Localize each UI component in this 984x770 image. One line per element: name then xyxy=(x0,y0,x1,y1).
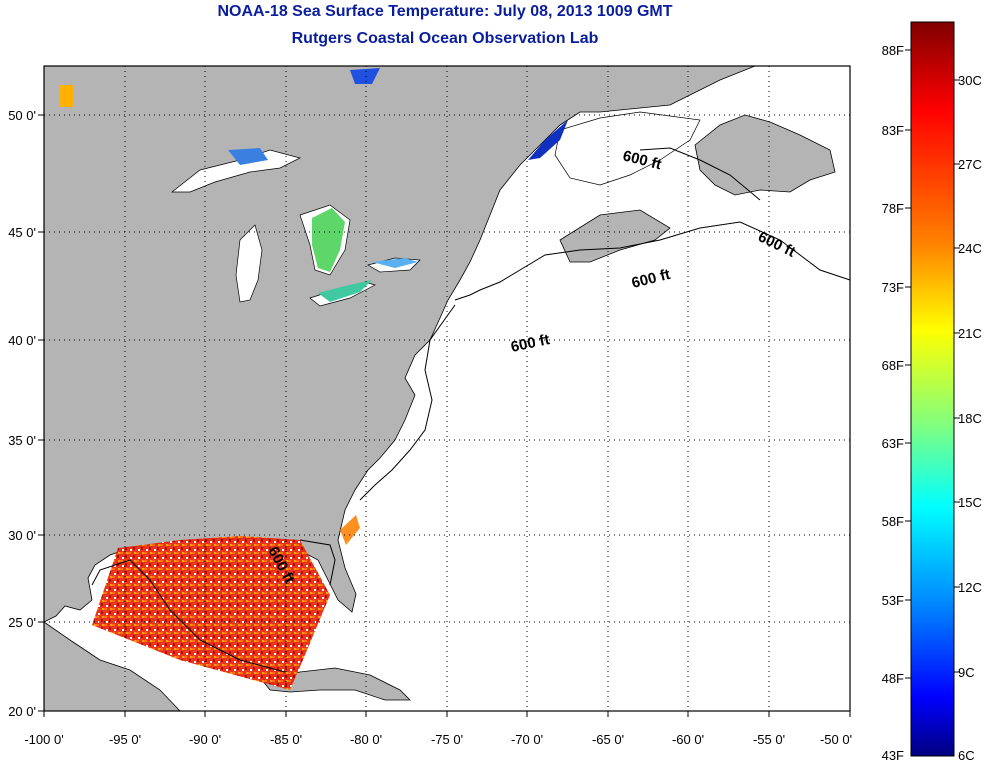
colorbar-c-label: 15C xyxy=(958,495,982,510)
lake-ontario-sst xyxy=(372,258,418,268)
lat-label: 30 0' xyxy=(8,528,36,543)
lat-label: 40 0' xyxy=(8,333,36,348)
color-scale: 88F 83F 78F 73F 68F 63F 58F 53F 48F 43F … xyxy=(882,21,982,763)
colorbar-f-label: 58F xyxy=(882,514,904,529)
colorbar-f-label: 73F xyxy=(882,280,904,295)
lake-michigan xyxy=(235,224,263,303)
lon-label: -65 0' xyxy=(592,732,624,747)
map-title: NOAA-18 Sea Surface Temperature: July 08… xyxy=(217,3,673,20)
lon-label: -85 0' xyxy=(270,732,302,747)
lon-label: -50 0' xyxy=(820,732,852,747)
map-subtitle: Rutgers Coastal Ocean Observation Lab xyxy=(291,30,599,47)
nova-scotia-land xyxy=(559,209,671,263)
lon-label: -90 0' xyxy=(189,732,221,747)
lake-erie-sst xyxy=(318,280,372,302)
map-ticks xyxy=(38,114,851,717)
longitude-labels: -100 0' -95 0' -90 0' -85 0' -80 0' -75 … xyxy=(24,732,852,747)
cuba-land xyxy=(261,667,411,701)
lat-label: 35 0' xyxy=(8,433,36,448)
colorbar-c-label: 12C xyxy=(958,580,982,595)
lon-label: -80 0' xyxy=(350,732,382,747)
colorbar-c-label: 9C xyxy=(958,665,975,680)
lon-label: -75 0' xyxy=(431,732,463,747)
lat-label: 25 0' xyxy=(8,615,36,630)
isobath-600ft xyxy=(91,147,851,673)
gulf-sst-swath xyxy=(92,536,330,690)
colorbar-f-label: 78F xyxy=(882,201,904,216)
colorbar-f-label: 48F xyxy=(882,671,904,686)
florida-coast-sst xyxy=(340,515,360,545)
northwest-sst-patch xyxy=(60,85,74,107)
colorbar-f-label: 63F xyxy=(882,436,904,451)
colorbar-ticks xyxy=(905,49,960,679)
colorbar-c-label: 24C xyxy=(958,241,982,256)
st-lawrence-sst xyxy=(528,120,568,160)
lake-superior-sst xyxy=(228,148,268,165)
colorbar-f-label: 43F xyxy=(882,748,904,763)
colorbar-c-label: 27C xyxy=(958,157,982,172)
colorbar-c-label: 30C xyxy=(958,73,982,88)
latitude-labels: 20 0' 25 0' 30 0' 35 0' 40 0' 45 0' 50 0… xyxy=(8,108,36,719)
lake-huron-sst xyxy=(312,208,345,272)
colorbar-f-label: 68F xyxy=(882,358,904,373)
lake-superior xyxy=(170,149,301,193)
lon-label: -100 0' xyxy=(24,732,63,747)
gulf-st-lawrence xyxy=(554,111,701,186)
colorbar-f-label: 88F xyxy=(882,43,904,58)
sst-observations xyxy=(60,68,568,690)
colorbar-c-label: 21C xyxy=(958,326,982,341)
lon-label: -60 0' xyxy=(672,732,704,747)
lon-label: -55 0' xyxy=(753,732,785,747)
lon-label: -70 0' xyxy=(511,732,543,747)
lon-label: -95 0' xyxy=(109,732,141,747)
lat-label: 20 0' xyxy=(8,704,36,719)
lat-label: 50 0' xyxy=(8,108,36,123)
colorbar-c-label: 6C xyxy=(958,748,975,763)
lat-label: 45 0' xyxy=(8,225,36,240)
north-america-land xyxy=(43,65,756,623)
colorbar-f-label: 53F xyxy=(882,593,904,608)
colorbar-f-label: 83F xyxy=(882,123,904,138)
colorbar-c-label: 18C xyxy=(958,411,982,426)
colorbar-gradient xyxy=(910,21,955,757)
hudson-bay-sst xyxy=(350,68,380,84)
